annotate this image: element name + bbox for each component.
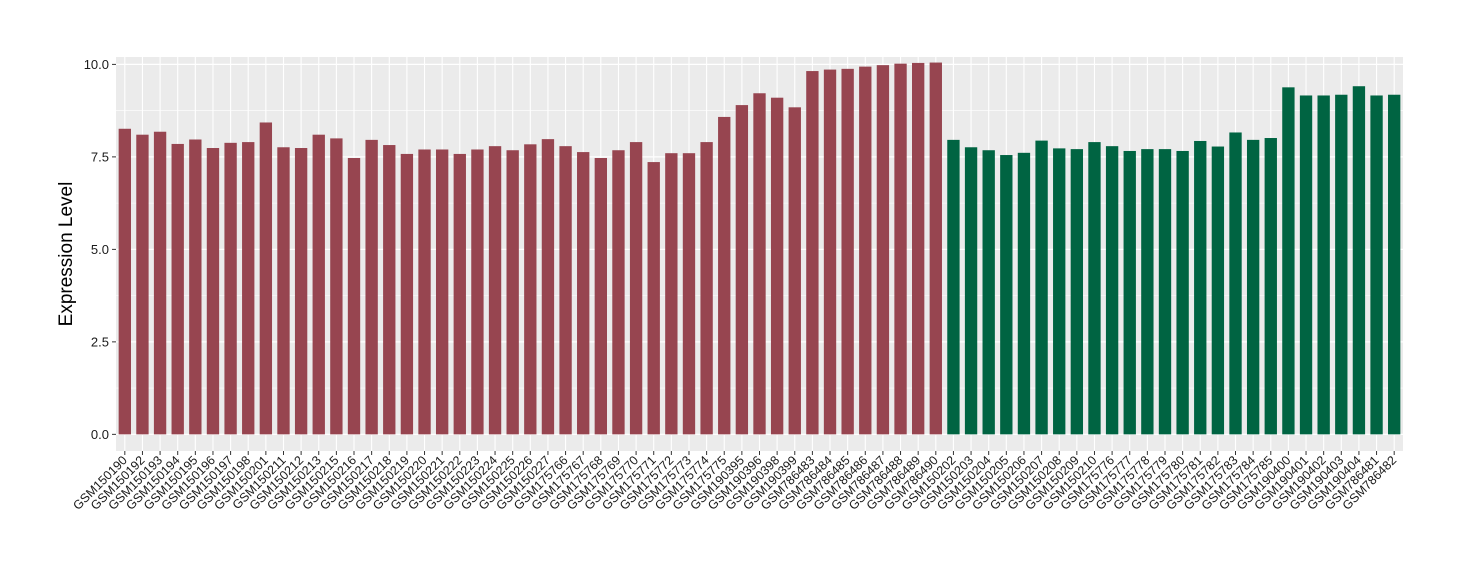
bar-GSM175785 — [1264, 138, 1277, 435]
y-axis-title: Expression Level — [56, 182, 77, 327]
bar-GSM175779 — [1158, 149, 1172, 435]
y-tick-label: 2.5 — [91, 334, 109, 349]
bar-GSM175766 — [559, 146, 572, 435]
bar-GSM786483 — [806, 71, 819, 435]
x-axis: GSM150190GSM150192GSM150193GSM150194GSM1… — [70, 451, 1399, 513]
bar-GSM150211 — [277, 147, 290, 435]
bar-GSM175780 — [1176, 150, 1189, 435]
bar-GSM190401 — [1299, 95, 1313, 435]
bar-GSM150220 — [418, 149, 431, 435]
bar-GSM150224 — [488, 146, 502, 435]
bar-GSM786484 — [823, 69, 837, 435]
bar-GSM150203 — [964, 147, 978, 435]
bar-GSM190404 — [1352, 86, 1366, 435]
bar-GSM786488 — [894, 63, 907, 435]
bar-GSM150212 — [294, 148, 308, 435]
y-axis: 0.0 2.5 5.0 7.5 10.0 — [84, 57, 116, 442]
bar-GSM190402 — [1317, 95, 1330, 435]
bar-GSM150196 — [206, 148, 220, 435]
bar-GSM150218 — [383, 145, 396, 435]
bar-GSM175776 — [1105, 146, 1119, 435]
bar-GSM150207 — [1035, 140, 1048, 435]
bar-GSM150227 — [541, 139, 555, 435]
bar-GSM190398 — [770, 97, 784, 435]
bar-GSM175774 — [700, 142, 713, 435]
y-tick-label: 0.0 — [91, 427, 109, 442]
bar-GSM150192 — [136, 134, 149, 435]
bar-GSM175772 — [665, 153, 678, 435]
y-tick-label: 5.0 — [91, 242, 109, 257]
bar-GSM150198 — [242, 142, 255, 435]
bar-GSM150208 — [1053, 148, 1066, 435]
bar-GSM150210 — [1088, 142, 1101, 435]
bar-GSM190396 — [753, 93, 766, 435]
bar-GSM786481 — [1370, 95, 1383, 435]
bar-GSM175777 — [1123, 150, 1136, 435]
bar-GSM786487 — [876, 65, 890, 435]
bar-GSM175769 — [612, 150, 625, 435]
bar-GSM150194 — [171, 143, 184, 435]
bar-GSM150204 — [982, 150, 995, 435]
bar-GSM150217 — [365, 139, 378, 435]
bar-GSM190403 — [1335, 94, 1348, 435]
bar-GSM150197 — [224, 142, 237, 435]
y-tick-label: 10.0 — [84, 57, 109, 72]
bar-GSM786490 — [929, 62, 942, 435]
bar-GSM175773 — [682, 153, 696, 435]
bar-GSM175782 — [1211, 146, 1225, 435]
bar-GSM150202 — [947, 139, 960, 435]
bar-GSM175771 — [647, 162, 660, 435]
y-tick-label: 7.5 — [91, 149, 109, 164]
bar-GSM786482 — [1388, 94, 1401, 435]
bar-GSM150201 — [259, 122, 273, 435]
bar-GSM175781 — [1194, 140, 1207, 435]
bar-GSM150221 — [435, 149, 449, 435]
bar-GSM190399 — [788, 107, 801, 435]
bar-GSM150209 — [1070, 149, 1084, 435]
bar-GSM150205 — [1000, 155, 1013, 435]
bar-GSM150215 — [330, 138, 343, 435]
bar-GSM175783 — [1229, 132, 1242, 435]
bar-GSM150225 — [506, 150, 519, 435]
bar-GSM150223 — [471, 149, 484, 435]
bar-GSM786485 — [841, 68, 854, 435]
bar-GSM175768 — [594, 157, 607, 435]
bar-GSM150195 — [189, 139, 202, 435]
bar-GSM175778 — [1141, 149, 1154, 435]
bar-GSM175784 — [1246, 139, 1260, 435]
bar-GSM190395 — [735, 105, 749, 435]
bar-GSM150226 — [524, 144, 537, 435]
bar-GSM786486 — [859, 66, 872, 435]
bar-GSM150213 — [312, 134, 325, 435]
bar-GSM150219 — [400, 153, 414, 435]
bar-GSM175767 — [577, 152, 590, 435]
bar-GSM150193 — [153, 131, 167, 435]
bar-GSM150190 — [118, 128, 131, 435]
bar-GSM175770 — [629, 142, 643, 435]
bar-GSM150216 — [347, 157, 361, 435]
bar-GSM175775 — [718, 116, 731, 435]
bar-GSM786489 — [912, 62, 925, 435]
bars-group — [118, 62, 1401, 435]
bar-GSM150206 — [1017, 152, 1031, 435]
bar-GSM190400 — [1282, 87, 1295, 435]
bar-GSM150222 — [453, 153, 466, 435]
